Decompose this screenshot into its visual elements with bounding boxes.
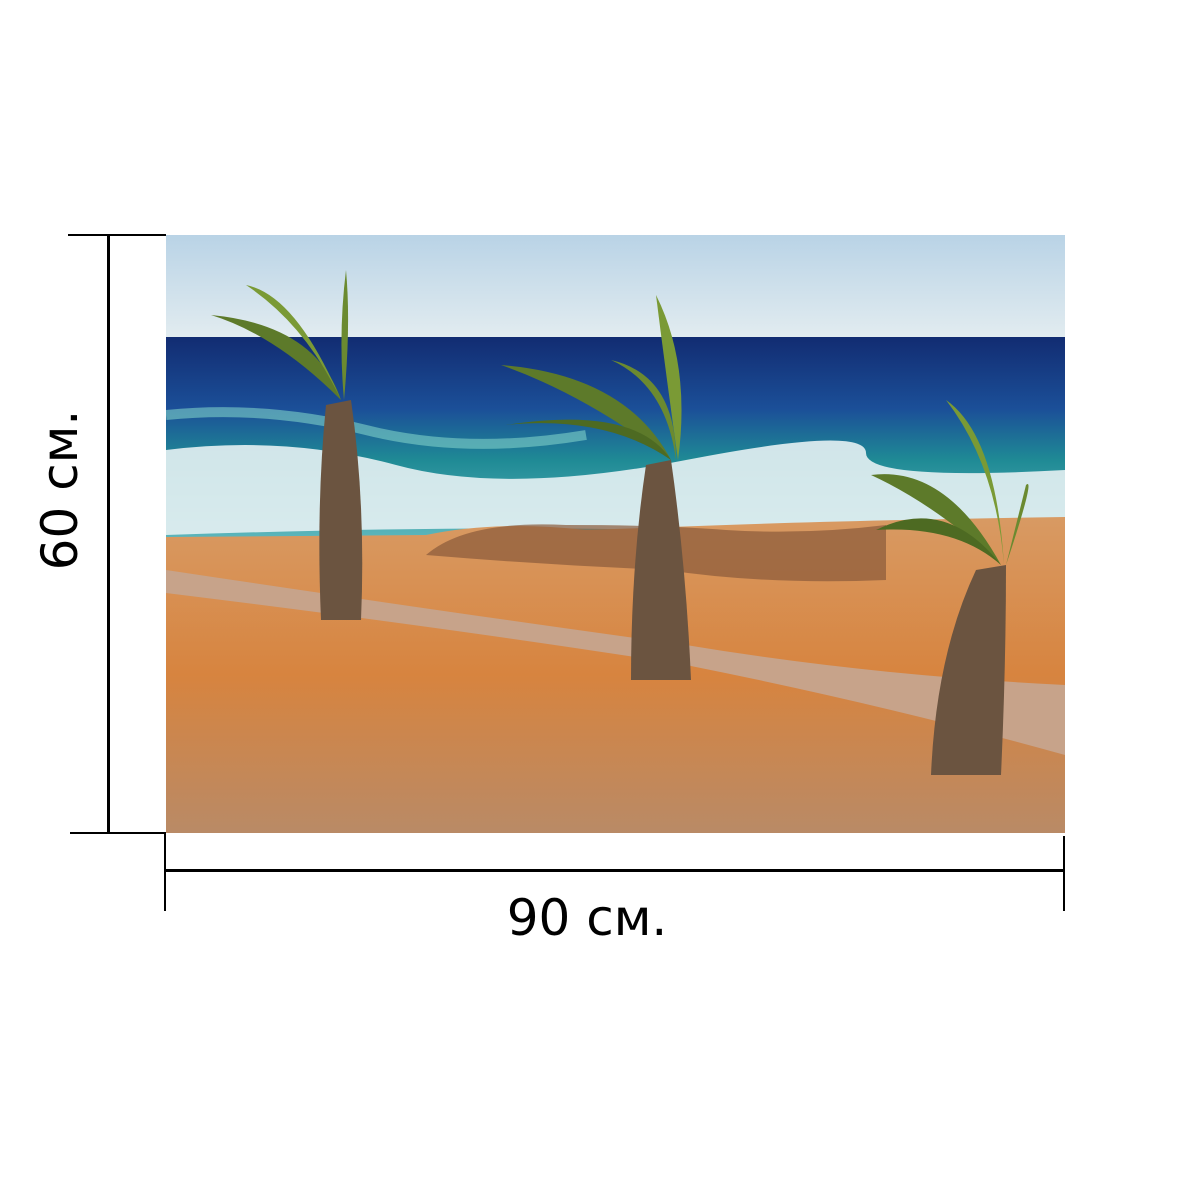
width-dimension-line xyxy=(166,869,1065,872)
walkway xyxy=(166,570,1065,755)
palm-tree xyxy=(501,295,691,680)
surf xyxy=(166,440,1065,535)
beach-palms-image xyxy=(166,235,1065,833)
palm-tree xyxy=(871,400,1029,775)
width-label: 90 см. xyxy=(506,889,668,947)
height-label: 60 см. xyxy=(31,409,89,571)
height-bottom-tick xyxy=(70,832,166,834)
product-photo xyxy=(166,235,1065,833)
height-dimension-line xyxy=(107,235,110,834)
width-left-tick xyxy=(164,833,166,911)
palm-tree xyxy=(211,270,363,620)
width-right-tick xyxy=(1063,836,1065,911)
ground xyxy=(166,517,1065,833)
height-top-tick xyxy=(68,234,166,236)
sky xyxy=(166,235,1065,338)
